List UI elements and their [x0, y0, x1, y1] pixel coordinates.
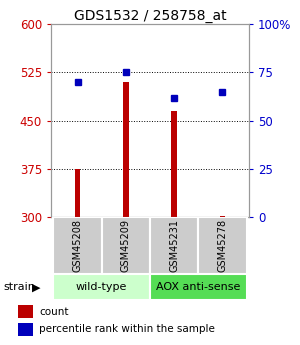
- Bar: [220, 216, 225, 217]
- Text: GSM45209: GSM45209: [121, 219, 131, 272]
- Text: percentile rank within the sample: percentile rank within the sample: [39, 325, 215, 334]
- Bar: [17, 323, 33, 336]
- Text: wild-type: wild-type: [76, 282, 128, 292]
- Bar: [171, 111, 177, 217]
- Text: GSM45231: GSM45231: [169, 219, 179, 272]
- Text: strain: strain: [3, 282, 35, 292]
- Text: GSM45208: GSM45208: [73, 219, 82, 272]
- Text: GSM45278: GSM45278: [218, 219, 227, 272]
- Text: AOX anti-sense: AOX anti-sense: [156, 282, 241, 292]
- Bar: [150, 217, 198, 274]
- Text: ▶: ▶: [32, 282, 40, 292]
- Bar: [102, 217, 150, 274]
- Title: GDS1532 / 258758_at: GDS1532 / 258758_at: [74, 9, 226, 23]
- Bar: [75, 169, 80, 217]
- Bar: [198, 217, 247, 274]
- Bar: [123, 82, 129, 217]
- Bar: [17, 305, 33, 318]
- Bar: [53, 217, 102, 274]
- Text: count: count: [39, 307, 69, 316]
- Bar: [53, 274, 150, 300]
- Bar: [150, 274, 247, 300]
